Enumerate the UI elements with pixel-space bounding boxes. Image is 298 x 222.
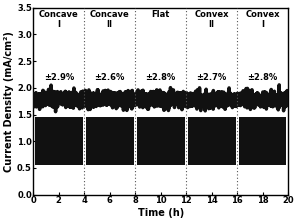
Bar [239, 117, 286, 165]
Text: Flat: Flat [151, 10, 170, 19]
Text: ±2.6%: ±2.6% [94, 73, 125, 82]
Text: Concave
I: Concave I [39, 10, 79, 29]
Text: Convex
II: Convex II [194, 10, 229, 29]
Bar [86, 117, 134, 165]
Text: ±2.7%: ±2.7% [196, 73, 227, 82]
Bar [35, 117, 83, 165]
Text: Concave
II: Concave II [90, 10, 130, 29]
Bar [137, 117, 185, 165]
Text: Convex
I: Convex I [245, 10, 280, 29]
Text: ±2.9%: ±2.9% [44, 73, 74, 82]
X-axis label: Time (h): Time (h) [138, 208, 184, 218]
Text: ±2.8%: ±2.8% [145, 73, 176, 82]
Bar [188, 117, 235, 165]
Text: ±2.8%: ±2.8% [247, 73, 278, 82]
Y-axis label: Current Density (mA/cm²): Current Density (mA/cm²) [4, 31, 14, 172]
